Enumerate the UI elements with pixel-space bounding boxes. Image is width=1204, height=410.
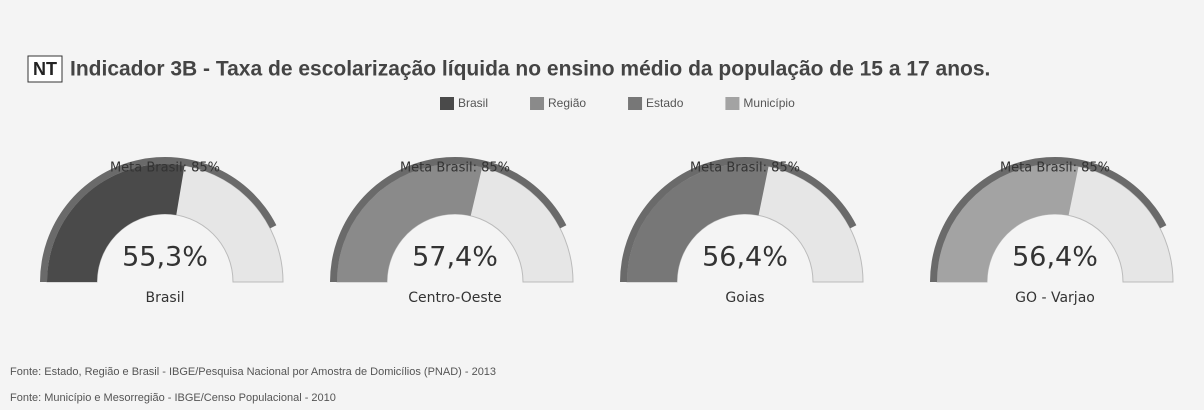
gauge-value	[627, 163, 769, 282]
gauge-label: Brasil	[145, 290, 184, 306]
value-label: 56,4%	[1012, 242, 1098, 273]
badge: NT	[33, 59, 57, 79]
value-label: 55,3%	[122, 242, 208, 273]
target-label: Meta Brasil: 85%	[110, 161, 220, 176]
legend-label: Brasil	[458, 96, 488, 110]
gauge-value	[337, 164, 483, 282]
legend-label: Região	[548, 96, 586, 110]
gauge-value	[937, 164, 1079, 282]
value-label: 56,4%	[702, 242, 788, 273]
legend-swatch	[725, 97, 740, 110]
target-label: Meta Brasil: 85%	[690, 161, 800, 176]
footnote: Fonte: Município e Mesorregião - IBGE/Ce…	[10, 392, 336, 404]
title: Indicador 3B - Taxa de escolarização líq…	[70, 58, 990, 81]
badge-box	[27, 55, 63, 83]
legend-label: Município	[743, 96, 795, 110]
footnote: Fonte: Estado, Região e Brasil - IBGE/Pe…	[10, 366, 496, 378]
legend-swatch	[530, 97, 545, 110]
gauge-value	[47, 164, 185, 282]
legend-swatch	[628, 97, 643, 110]
legend-swatch	[440, 97, 454, 110]
value-label: 57,4%	[412, 242, 498, 273]
legend-label: Estado	[646, 96, 684, 110]
gauge-label: Goias	[725, 290, 764, 306]
gauge-label: GO - Varjao	[1015, 290, 1095, 306]
gauge-label: Centro-Oeste	[408, 290, 502, 306]
target-label: Meta Brasil: 85%	[400, 161, 510, 176]
target-label: Meta Brasil: 85%	[1000, 161, 1110, 176]
